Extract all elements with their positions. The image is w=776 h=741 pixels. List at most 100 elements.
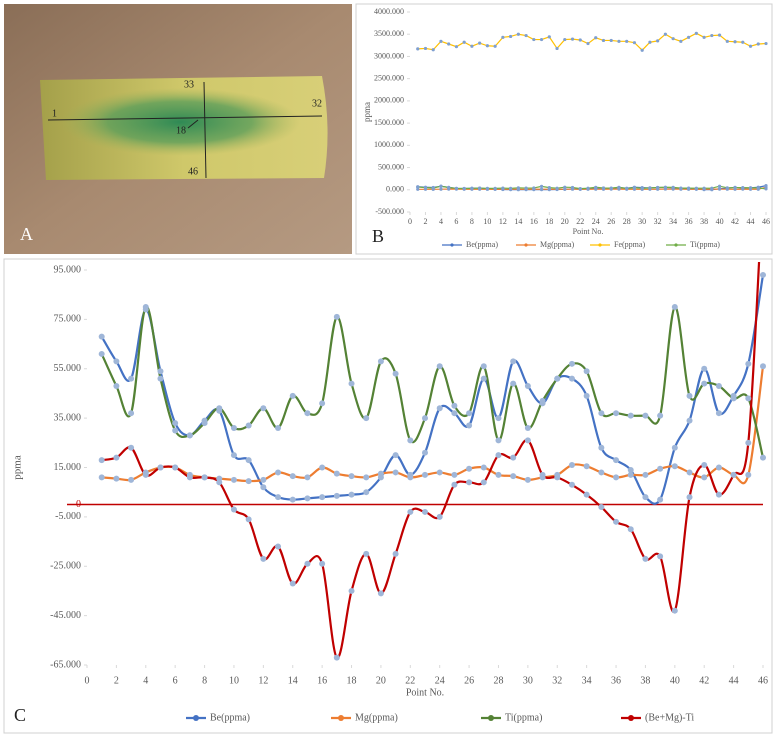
x-tick-label: 2 bbox=[114, 675, 119, 686]
y-tick-label: 500.000 bbox=[378, 162, 404, 171]
data-point bbox=[481, 465, 487, 471]
data-point bbox=[422, 415, 428, 421]
data-point bbox=[718, 34, 721, 37]
data-point bbox=[157, 368, 163, 374]
figure: 1 33 32 18 46 A -500.0000.000500.0001000… bbox=[0, 0, 776, 736]
data-point bbox=[510, 358, 516, 364]
chart: -65.000-45.000-25.000-5.00015.00035.0005… bbox=[12, 181, 768, 726]
data-point bbox=[432, 48, 435, 51]
data-point bbox=[584, 492, 590, 498]
data-point bbox=[524, 187, 527, 190]
data-point bbox=[598, 410, 604, 416]
data-point bbox=[501, 186, 504, 189]
data-point bbox=[481, 376, 487, 382]
x-tick-label: 0 bbox=[408, 217, 412, 226]
data-point bbox=[745, 361, 751, 367]
x-tick-label: 4 bbox=[143, 675, 148, 686]
data-point bbox=[260, 405, 266, 411]
data-point bbox=[679, 40, 682, 43]
data-point bbox=[486, 187, 489, 190]
data-point bbox=[598, 469, 604, 475]
y-tick-label: 1000.000 bbox=[374, 140, 404, 149]
data-point bbox=[470, 45, 473, 48]
data-point bbox=[466, 410, 472, 416]
x-tick-label: 40 bbox=[716, 217, 724, 226]
data-point bbox=[657, 553, 663, 559]
data-point bbox=[687, 418, 693, 424]
data-point bbox=[687, 187, 690, 190]
data-point bbox=[571, 38, 574, 41]
x-tick-label: 22 bbox=[405, 675, 415, 686]
data-point bbox=[641, 49, 644, 52]
data-point bbox=[260, 556, 266, 562]
legend-label: Mg(ppma) bbox=[540, 240, 575, 249]
data-point bbox=[334, 655, 340, 661]
x-tick-label: 8 bbox=[202, 675, 207, 686]
data-point bbox=[642, 494, 648, 500]
data-point bbox=[731, 472, 737, 478]
data-point bbox=[757, 186, 760, 189]
data-point bbox=[447, 42, 450, 45]
data-point bbox=[764, 187, 767, 190]
data-point bbox=[187, 432, 193, 438]
y-tick-label: 15.000 bbox=[54, 462, 82, 473]
data-point bbox=[494, 45, 497, 48]
data-point bbox=[99, 474, 105, 480]
data-point bbox=[393, 469, 399, 475]
data-point bbox=[319, 400, 325, 406]
data-point bbox=[579, 38, 582, 41]
data-point bbox=[439, 185, 442, 188]
data-point bbox=[334, 471, 340, 477]
data-point bbox=[598, 445, 604, 451]
data-point bbox=[702, 187, 705, 190]
data-point bbox=[172, 465, 178, 471]
data-point bbox=[548, 186, 551, 189]
data-point bbox=[113, 383, 119, 389]
x-tick-label: 44 bbox=[729, 675, 739, 686]
data-point bbox=[569, 376, 575, 382]
data-point bbox=[540, 472, 546, 478]
data-point bbox=[432, 187, 435, 190]
data-point bbox=[687, 36, 690, 39]
data-point bbox=[172, 420, 178, 426]
data-point bbox=[745, 440, 751, 446]
data-point bbox=[517, 186, 520, 189]
data-point bbox=[455, 187, 458, 190]
data-point bbox=[586, 42, 589, 45]
data-point bbox=[584, 393, 590, 399]
data-point bbox=[416, 185, 419, 188]
data-point bbox=[641, 187, 644, 190]
data-point bbox=[710, 34, 713, 37]
data-point bbox=[525, 477, 531, 483]
data-point bbox=[202, 420, 208, 426]
data-point bbox=[625, 187, 628, 190]
data-point bbox=[260, 477, 266, 483]
data-point bbox=[701, 381, 707, 387]
data-point bbox=[451, 482, 457, 488]
legend-marker bbox=[598, 243, 601, 246]
data-point bbox=[764, 42, 767, 45]
x-tick-label: 44 bbox=[747, 217, 755, 226]
data-point bbox=[718, 187, 721, 190]
data-point bbox=[628, 526, 634, 532]
data-point bbox=[246, 478, 252, 484]
data-point bbox=[555, 187, 558, 190]
x-tick-label: 10 bbox=[483, 217, 491, 226]
x-tick-label: 42 bbox=[699, 675, 709, 686]
data-point bbox=[745, 472, 751, 478]
x-tick-label: 20 bbox=[561, 217, 569, 226]
data-point bbox=[486, 44, 489, 47]
data-point bbox=[548, 35, 551, 38]
data-point bbox=[393, 452, 399, 458]
data-point bbox=[687, 393, 693, 399]
x-tick-label: 26 bbox=[607, 217, 615, 226]
x-tick-label: 38 bbox=[640, 675, 650, 686]
data-point bbox=[716, 383, 722, 389]
data-point bbox=[113, 358, 119, 364]
data-point bbox=[760, 455, 766, 461]
y-tick-label: 3000.000 bbox=[374, 51, 404, 60]
data-point bbox=[610, 187, 613, 190]
data-point bbox=[749, 45, 752, 48]
legend-label: Be(ppma) bbox=[210, 712, 250, 723]
data-point bbox=[733, 186, 736, 189]
